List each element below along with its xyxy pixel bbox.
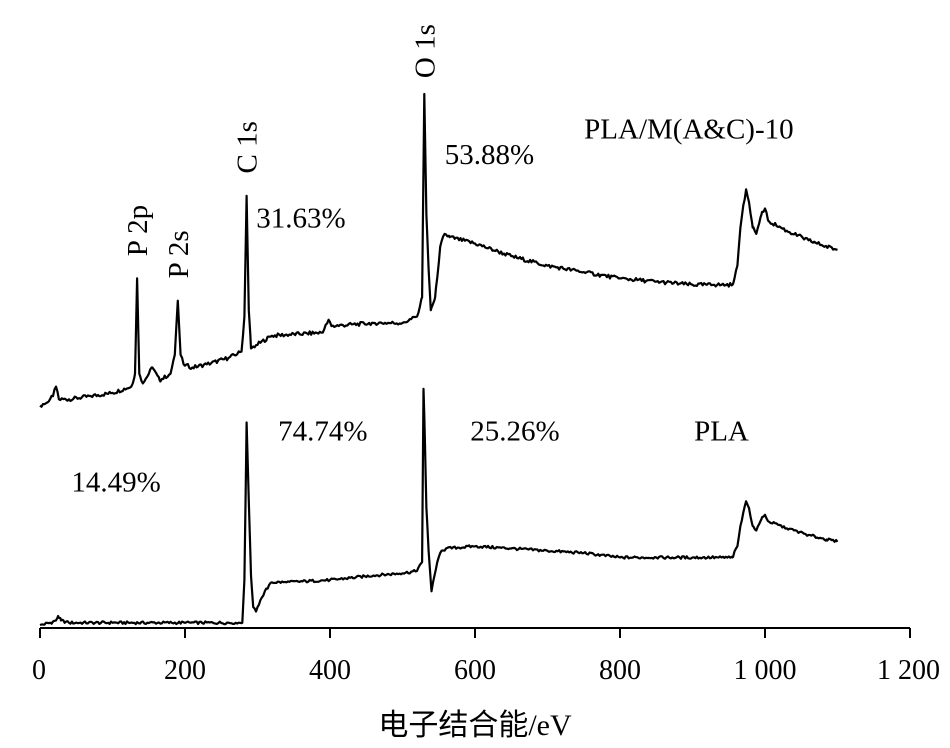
percentage-label: 14.49% [71, 467, 160, 499]
peak-label: P 2s [163, 230, 195, 278]
percentage-label: 74.74% [278, 416, 367, 448]
x-axis-ticks: 0 200 400 600 800 1 000 1 200 [32, 628, 940, 686]
percentage-label: 31.63% [256, 203, 345, 235]
x-tick-label: 1 200 [877, 655, 940, 686]
x-tick-label: 800 [599, 655, 641, 686]
series-layer [39, 92, 839, 627]
series-label: PLA/M(A&C)-10 [584, 114, 793, 146]
annotation-layer: O 1s P 2p P 2s C 1s 53.88% 31.63% 14.49% PLA/M(… [71, 24, 793, 498]
plot-area [39, 92, 839, 627]
peak-label: C 1s [232, 121, 264, 173]
x-axis-title: 电子结合能/eV [378, 709, 572, 742]
series-line-pla-m-ac-10 [39, 92, 838, 408]
x-tick-label: 0 [32, 655, 46, 686]
series-line-pla [39, 387, 839, 627]
percentage-label: 53.88% [445, 139, 534, 171]
series-label: PLA [694, 416, 749, 448]
x-tick-label: 200 [164, 655, 206, 686]
x-tick-label: 1 000 [734, 655, 797, 686]
x-tick-label: 400 [309, 655, 351, 686]
x-tick-label: 600 [454, 655, 496, 686]
percentage-label: 25.26% [470, 416, 559, 448]
peak-label: P 2p [122, 205, 154, 256]
peak-label: O 1s [409, 24, 441, 78]
